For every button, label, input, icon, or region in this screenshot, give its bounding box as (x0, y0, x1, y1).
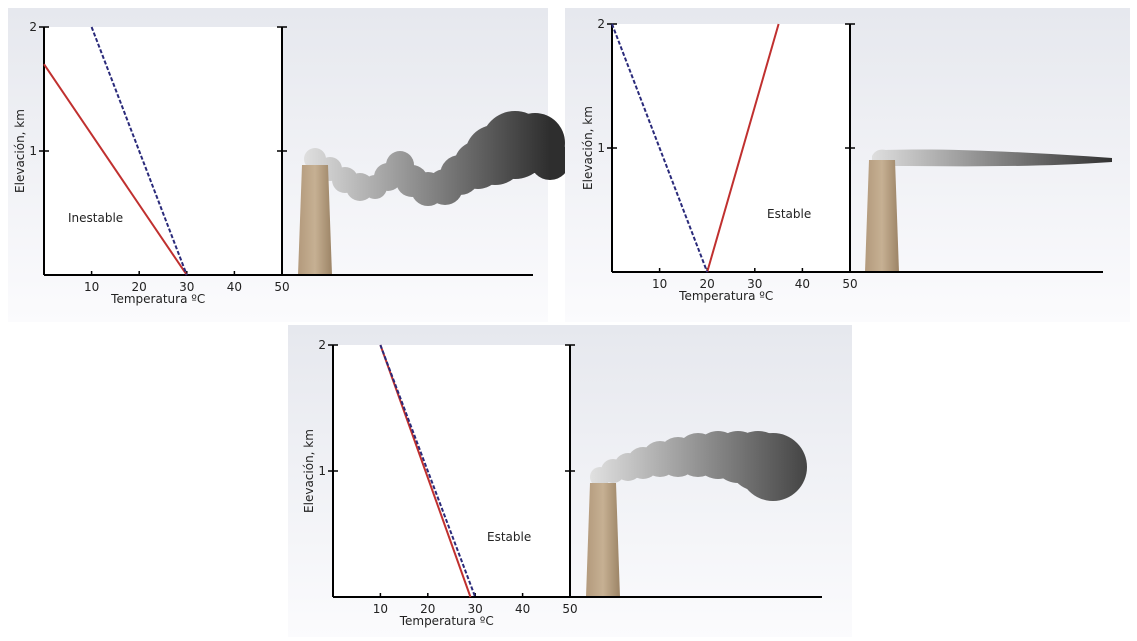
x-tick-label: 50 (842, 277, 857, 291)
y-tick-label: 1 (597, 141, 605, 155)
x-tick-label: 50 (562, 602, 577, 616)
plot-area (612, 24, 850, 272)
annotation: Inestable (68, 211, 123, 225)
y-axis-label: Elevación, km (581, 106, 595, 190)
x-axis-label: Temperatura ºC (110, 292, 205, 306)
smoke-puff (530, 140, 570, 180)
x-axis-label: Temperatura ºC (399, 614, 494, 628)
annotation: Estable (487, 530, 531, 544)
y-axis-label: Elevación, km (13, 109, 27, 193)
chimney (586, 483, 620, 597)
x-axis-label: Temperatura ºC (678, 289, 773, 303)
x-tick-label: 40 (795, 277, 810, 291)
y-tick-label: 2 (597, 17, 605, 31)
x-tick-label: 10 (652, 277, 667, 291)
annotation: Estable (767, 207, 811, 221)
x-tick-label: 10 (373, 602, 388, 616)
y-tick-label: 1 (29, 144, 37, 158)
x-tick-label: 40 (227, 280, 242, 294)
page: {"chart_data": [ {"type": "line", "xlabe… (0, 0, 1137, 637)
x-tick-label: 10 (84, 280, 99, 294)
chimney (865, 160, 899, 272)
plot-area (333, 345, 570, 597)
x-tick-label: 50 (274, 280, 289, 294)
chimney (298, 165, 332, 275)
y-tick-label: 2 (29, 20, 37, 34)
y-axis-label: Elevación, km (302, 429, 316, 513)
plot-area (44, 27, 282, 275)
smoke-puff (765, 460, 801, 496)
y-tick-label: 1 (318, 464, 326, 478)
y-tick-label: 2 (318, 338, 326, 352)
x-tick-label: 40 (515, 602, 530, 616)
diagram: 102030405012Temperatura ºCElevación, kmI… (0, 0, 1137, 637)
